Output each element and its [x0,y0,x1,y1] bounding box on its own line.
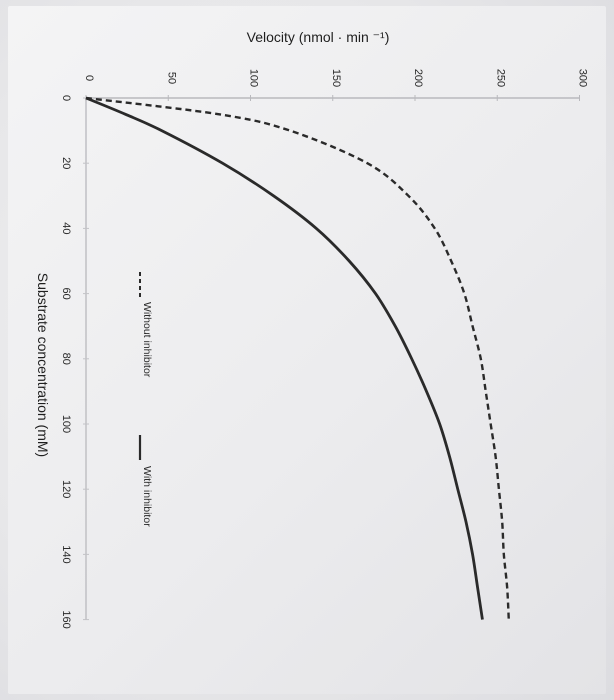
series-layer [85,96,510,620]
substrate-tick-label: 0 [60,95,72,101]
velocity-tick-label: 50 [165,72,177,84]
substrate-tick-label: 100 [60,415,72,433]
velocity-tick-label: 250 [494,69,506,87]
substrate-tick-label: 40 [60,222,72,234]
substrate-tick-label: 20 [60,157,72,169]
velocity-tick-label: 200 [412,69,424,87]
substrate-tick-label: 80 [60,353,72,365]
axes-layer [83,95,580,621]
legend-label-with-inhibitor: With inhibitor [141,466,153,527]
legend: Without inhibitor With inhibitor [138,272,153,527]
paper-sheet [8,6,606,694]
series-line-without-inhibitor [85,96,510,620]
substrate-tick-label: 120 [60,480,72,498]
velocity-tick-label: 300 [577,69,589,87]
substrate-tick-label: 60 [60,287,72,299]
legend-label-without-inhibitor: Without inhibitor [141,302,153,378]
velocity-tick-label: 0 [83,75,95,81]
x-axis-title: Substrate concentration (mM) [35,273,51,457]
velocity-tick-label: 100 [248,69,260,87]
substrate-tick-label: 160 [60,610,72,628]
y-axis-title: Velocity (nmol · min ⁻¹) [247,29,390,45]
velocity-tick-label: 150 [330,69,342,87]
substrate-tick-label: 140 [60,545,72,563]
series-line-with-inhibitor [85,96,484,620]
tick-labels-layer: 0 50 100 150 200 250 300 0 20 40 60 80 100 120 140 160 [60,69,589,629]
